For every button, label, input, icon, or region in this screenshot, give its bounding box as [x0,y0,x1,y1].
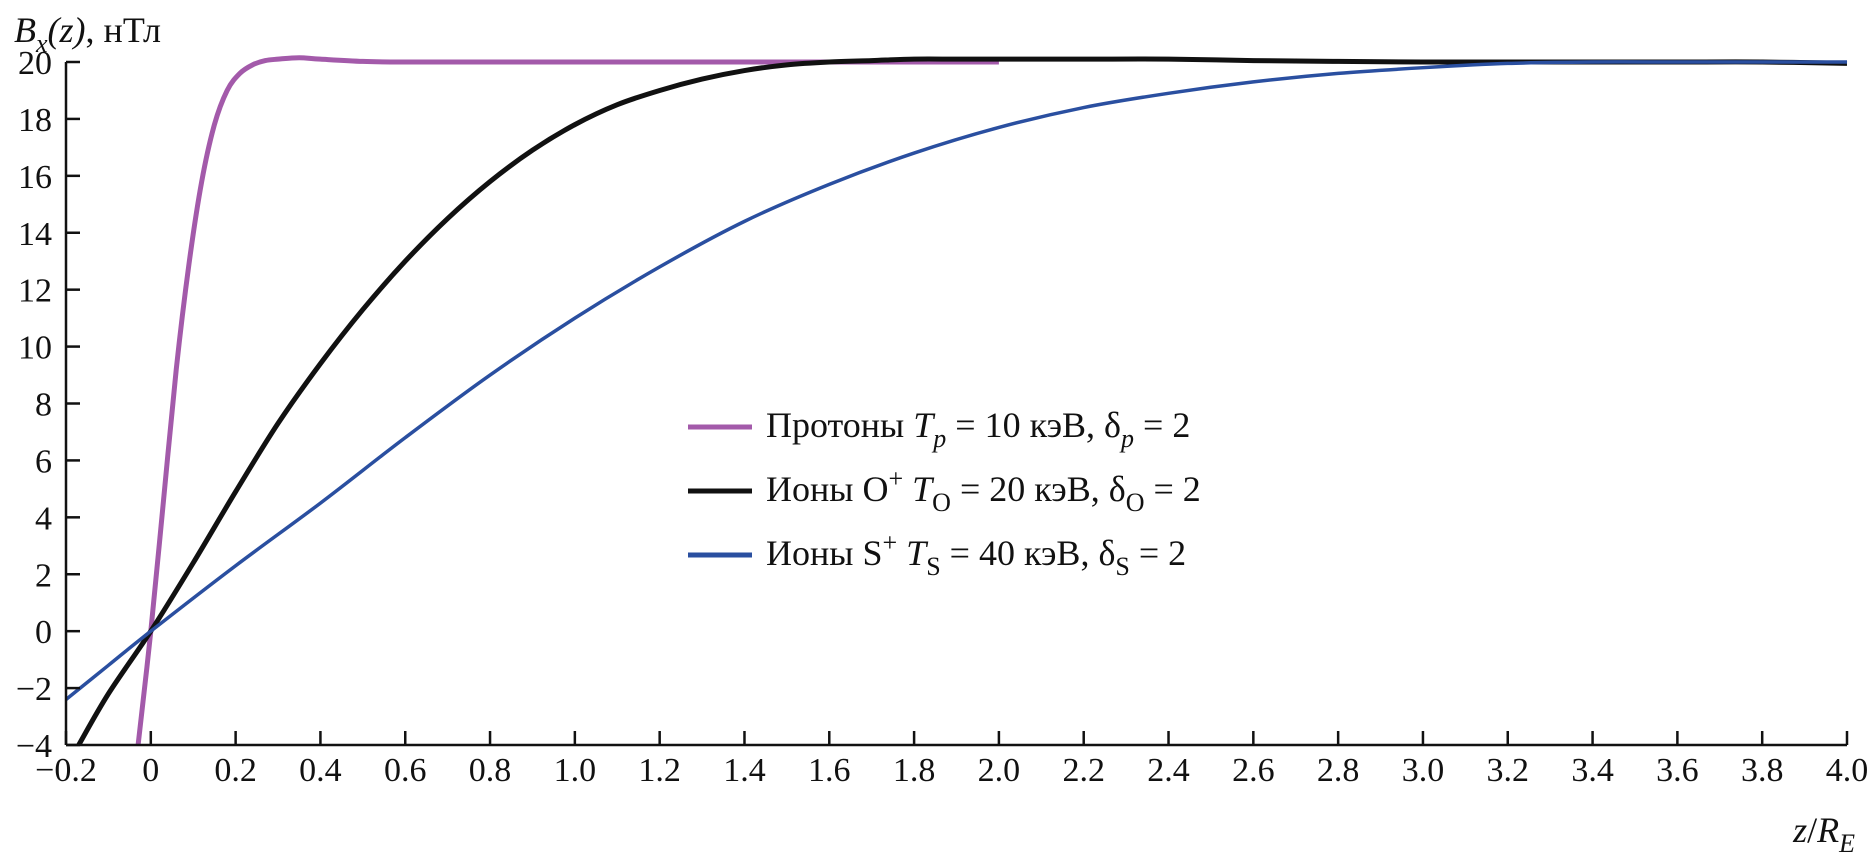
y-tick-label: −4 [16,728,52,765]
legend-part [897,533,906,573]
legend-part: O [1126,488,1145,517]
y-tick-label: 2 [35,557,52,594]
x-axis-num: z [1792,810,1807,850]
legend-part: δ [1098,533,1115,573]
x-tick-label: 0.6 [384,752,427,789]
x-tick-label: 0.8 [469,752,512,789]
axis-titles: Bx(z), нТл z/RE [14,10,1855,858]
series-line-1 [135,55,999,745]
x-tick-label: 1.0 [554,752,597,789]
x-tick-label: 4.0 [1826,752,1869,789]
legend-part: Ионы S [766,533,882,573]
legend-part: δ [1109,469,1126,509]
y-tick-label: 4 [35,500,52,537]
x-tick-label: 2.8 [1317,752,1360,789]
x-tick-label: 2.4 [1147,752,1190,789]
y-tick-label: 0 [35,614,52,651]
x-tick-label: 1.4 [723,752,766,789]
y-tick-label: 18 [18,102,52,139]
x-tick-label: 0.4 [299,752,342,789]
y-axis-sep: , [86,10,104,50]
x-tick-label: 0.2 [214,752,257,789]
y-tick-label: −2 [16,671,52,708]
legend-part [903,469,912,509]
legend-part: S [926,552,940,581]
legend-part: δ [1104,405,1121,445]
legend-part: = 2 [1144,469,1200,509]
x-tick-label: −0.2 [35,752,97,789]
x-tick-label: 1.6 [808,752,851,789]
legend-label: Протоны Tp = 10 кэВ, δp = 2 [766,405,1190,453]
legend-part: T [912,469,935,509]
legend-part: + [888,464,903,493]
y-axis-arg: (z) [48,10,86,50]
legend-part: Ионы O [766,469,888,509]
y-axis-var: B [14,10,36,50]
x-tick-label: 3.8 [1741,752,1784,789]
x-axis-den: R [1816,810,1839,850]
x-tick-label: 0 [142,752,159,789]
legend-part: Протоны [766,405,913,445]
legend-part: = 40 кэВ, [941,533,1099,573]
legend-label: Ионы S+ TS = 40 кэВ, δS = 2 [766,528,1186,581]
x-axis-slash: / [1807,810,1817,850]
x-tick-label: 3.4 [1571,752,1614,789]
legend-part: O [932,488,951,517]
y-axis-title: Bx(z), нТл [14,10,161,58]
legend-part: S [1115,552,1129,581]
series-line-3 [66,60,1847,701]
x-tick-label: 2.0 [978,752,1021,789]
y-tick-label: 6 [35,443,52,480]
legend-part: = 10 кэВ, [946,405,1104,445]
legend-item-3: Ионы S+ TS = 40 кэВ, δS = 2 [688,528,1186,581]
y-tick-label: 14 [18,216,52,253]
ticks-layer: −0.2 0 0.2 0.4 0.6 0.8 1.0 1.2 1.4 1.6 1.8 2.0 2.2 2.… [16,45,1868,789]
legend-part: = 2 [1130,533,1186,573]
y-axis-var-sub: x [35,29,48,58]
x-tick-label: 3.0 [1402,752,1445,789]
x-axis-den-sub: E [1838,829,1855,858]
legend-part: + [882,528,897,557]
x-tick-label: 1.2 [638,752,681,789]
legend-part: T [906,533,929,573]
y-tick-label: 12 [18,273,52,310]
y-tick-label: 20 [18,45,52,82]
legend-part: = 20 кэВ, [951,469,1109,509]
legend-item-2: Ионы O+ TO = 20 кэВ, δO = 2 [688,464,1201,517]
y-tick-label: 16 [18,159,52,196]
x-tick-label: 2.6 [1232,752,1275,789]
x-tick-label: 1.8 [893,752,936,789]
legend-item-1: Протоны Tp = 10 кэВ, δp = 2 [688,405,1190,453]
axes-layer [64,62,1847,747]
x-tick-label: 2.2 [1062,752,1105,789]
x-tick-label: 3.2 [1487,752,1530,789]
legend-label: Ионы O+ TO = 20 кэВ, δO = 2 [766,464,1201,517]
y-axis-unit: нТл [104,10,161,50]
x-tick-label: 3.6 [1656,752,1699,789]
series-line-2 [76,56,1848,745]
legend-part: p [931,424,946,453]
legend-part: p [1119,424,1134,453]
x-axis-title: z/RE [1792,810,1855,858]
y-tick-label: 8 [35,387,52,424]
series-layer [66,55,1848,745]
legend-part: T [913,405,936,445]
legend-part: = 2 [1134,405,1190,445]
y-tick-label: 10 [18,330,52,367]
